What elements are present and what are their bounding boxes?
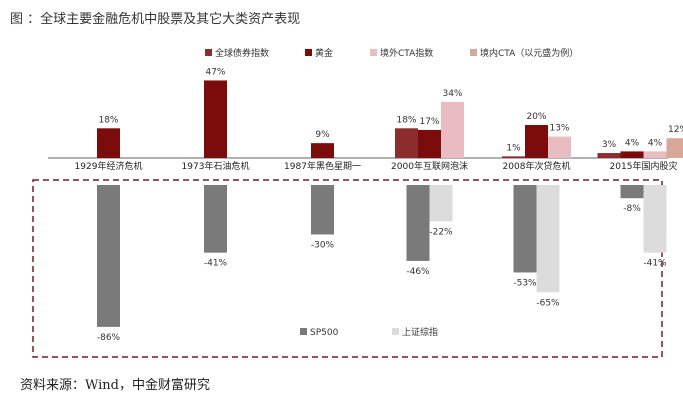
chart-title: 图 ：全球主要金融危机中股票及其它大类资产表现 [10,12,301,27]
data-label-bottom-0-0: -86% [97,333,121,343]
data-label-top-5-0: 3% [602,140,617,150]
bar-top-5-0 [597,153,621,158]
bar-bottom-5-0 [620,185,644,199]
bar-bottom-4-0 [513,185,537,273]
bar-top-5-1 [620,151,644,158]
tick-label-4: 2008年次贷危机 [503,160,571,172]
data-label-bottom-1-0: -41% [204,259,228,269]
data-label-top-3-1: 17% [419,117,439,127]
bar-bottom-2-0 [311,185,334,235]
data-label-bottom-5-1: -41% [643,259,667,269]
bar-top-4-1 [525,125,548,158]
data-label-bottom-2-0: -30% [311,241,335,251]
bar-top-3-0 [395,128,418,158]
bar-top-3-1 [418,129,441,158]
legend-swatch-top-1 [305,49,312,56]
bar-top-3-2 [441,101,464,158]
legend-label-top-1: 黄金 [315,47,333,59]
bar-bottom-3-0 [406,185,430,261]
bar-bottom-0-0 [97,185,120,327]
bar-top-0-1 [97,128,120,158]
bar-bottom-1-0 [204,185,227,253]
data-label-bottom-3-0: -46% [406,267,430,277]
legend-swatch-bottom-1 [392,328,399,335]
bar-top-4-0 [502,156,525,158]
dashed-frame [32,179,663,358]
data-label-bottom-3-1: -22% [429,227,453,237]
legend-swatch-top-0 [205,49,212,56]
legend-label-top-2: 境外CTA指数 [380,47,433,59]
data-label-top-1-1: 47% [205,67,225,77]
bar-top-5-3 [666,138,683,158]
data-label-top-5-2: 4% [648,138,663,148]
data-label-top-4-2: 13% [549,124,569,134]
data-label-top-3-2: 34% [442,89,462,99]
tick-label-0: 1929年经济危机 [75,160,143,172]
bar-bottom-4-1 [536,185,560,293]
data-label-bottom-4-1: -65% [536,298,560,308]
data-label-top-4-1: 20% [526,112,546,122]
source-note: 资料来源：Wind，中金财富研究 [20,378,210,393]
chart-marks: 18% 1929年经济危机 -86% 47% 1973年石油危机 -41% 9% 1987年黑… [48,47,683,343]
data-label-top-5-1: 4% [625,138,640,148]
data-label-top-4-0: 1% [506,143,521,153]
bar-top-1-1 [204,80,227,158]
legend-swatch-top-2 [370,49,377,56]
legend-label-bottom-1: 上证综指 [402,326,438,338]
data-label-bottom-5-0: -8% [623,204,641,214]
tick-label-1: 1973年石油危机 [182,160,250,172]
data-label-top-5-3: 12% [668,125,683,135]
legend-label-top-0: 全球债券指数 [215,47,269,59]
data-label-top-3-0: 18% [396,115,416,125]
bar-top-2-1 [311,143,334,158]
data-label-bottom-4-0: -53% [513,278,537,288]
bar-bottom-5-1 [643,185,667,253]
bar-bottom-3-1 [429,185,453,222]
tick-label-2: 1987年黑色星期一 [284,160,361,172]
data-label-top-0-1: 18% [98,115,118,125]
legend-swatch-bottom-0 [300,328,307,335]
bar-top-4-2 [548,136,571,158]
tick-label-5: 2015年国内股灾 [610,160,678,172]
legend-label-bottom-0: SP500 [310,328,339,338]
data-label-top-2-1: 9% [315,130,330,140]
legend-swatch-top-3 [470,49,477,56]
legend-label-top-3: 境内CTA（以元盛为例） [480,47,578,59]
tick-label-3: 2000年互联网泡沫 [391,160,468,172]
bar-top-5-2 [643,151,667,158]
